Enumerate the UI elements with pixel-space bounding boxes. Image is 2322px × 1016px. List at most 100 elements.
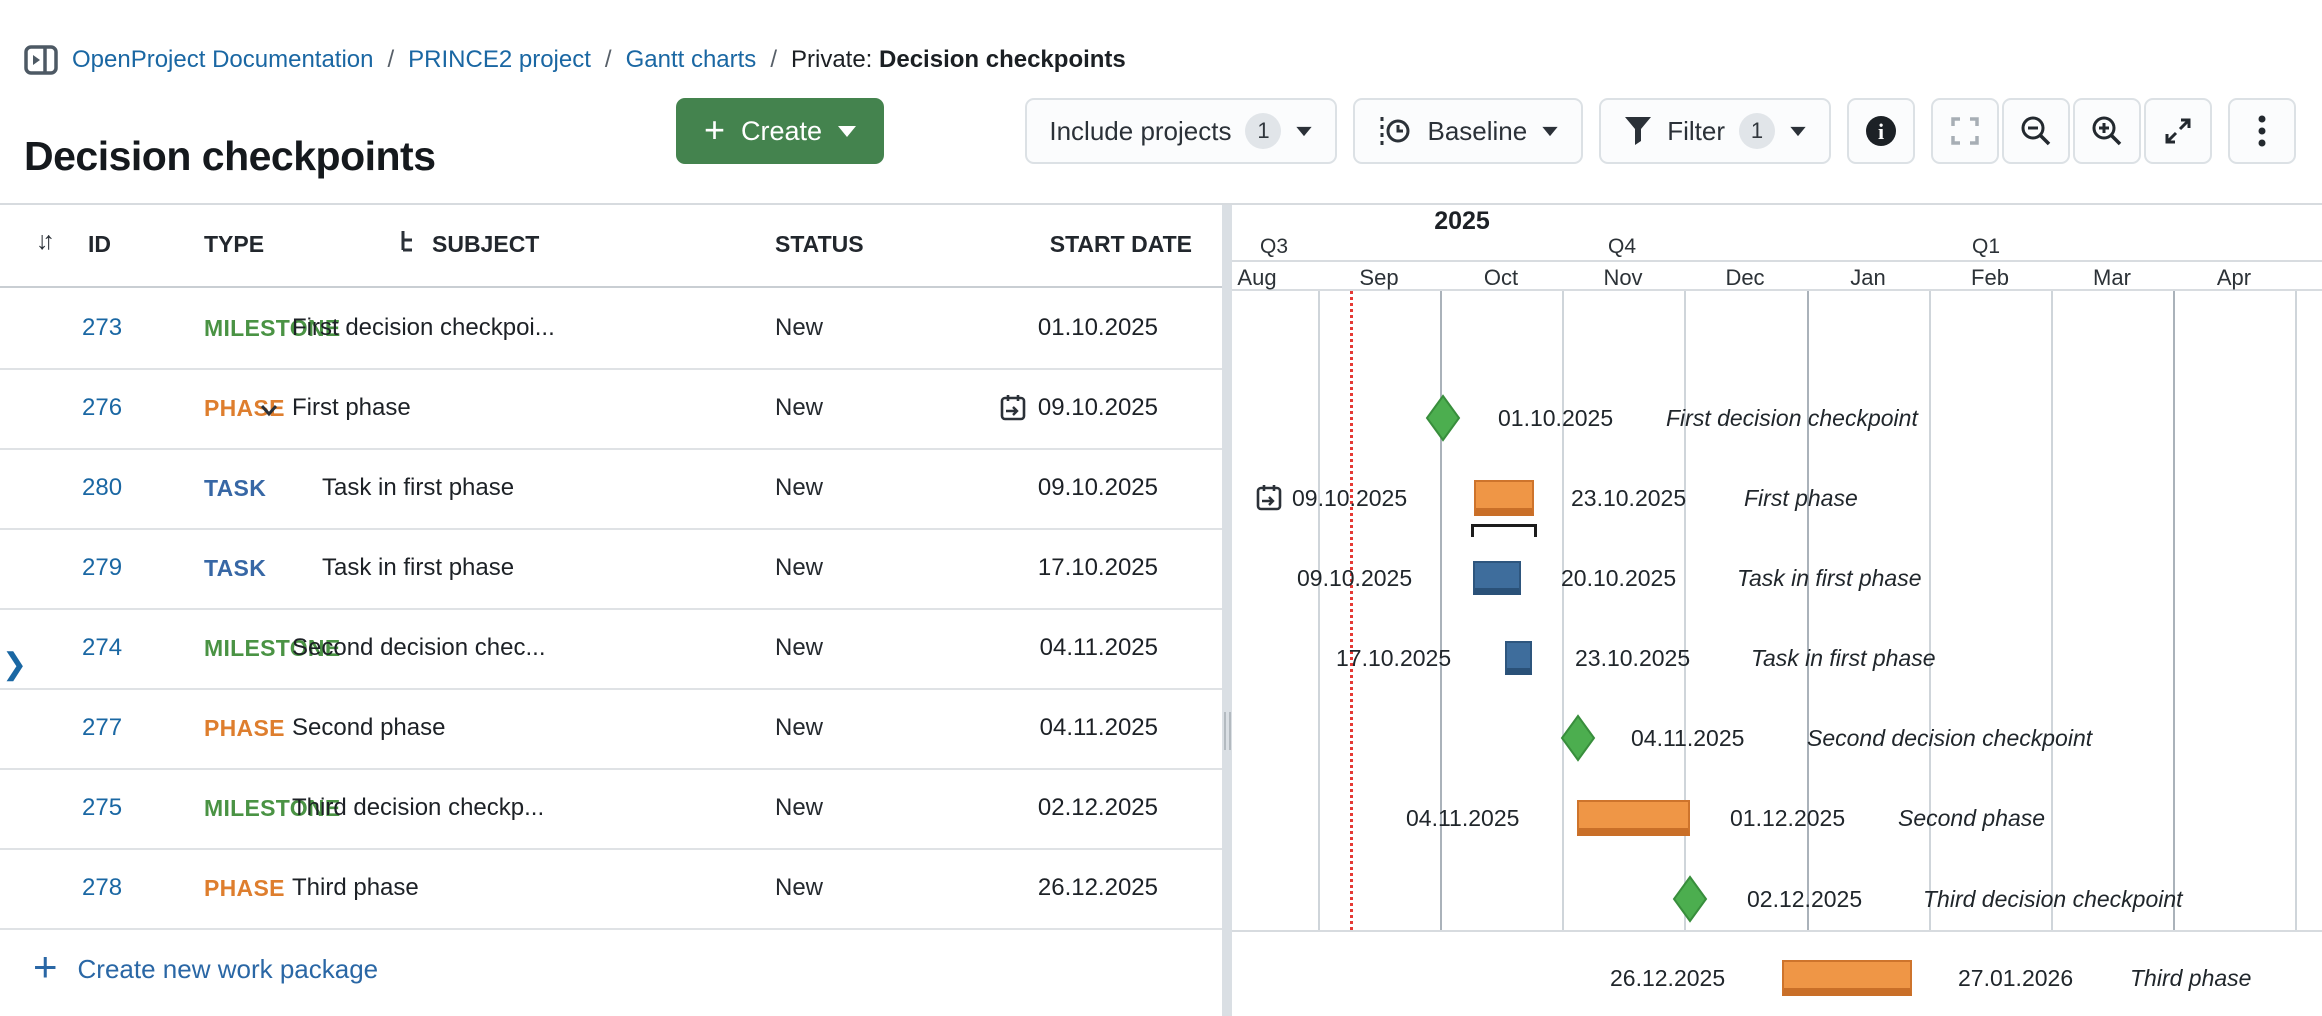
- month-label: Aug: [1237, 265, 1276, 291]
- phase-bar[interactable]: [1474, 480, 1534, 516]
- month-gridline: [1562, 291, 1564, 930]
- auto-zoom-button[interactable]: [2144, 98, 2212, 164]
- work-package-id-link[interactable]: 276: [82, 394, 122, 422]
- task-end-label: 20.10.2025: [1561, 563, 1676, 593]
- start-date-label: 04.11.2025: [1040, 714, 1158, 742]
- baseline-button[interactable]: Baseline: [1353, 98, 1583, 164]
- page-title: Decision checkpoints: [24, 133, 436, 180]
- plus-icon: +: [704, 112, 725, 148]
- chevron-down-icon: [1543, 126, 1558, 135]
- column-header-type[interactable]: TYPE: [204, 231, 264, 258]
- phase-bar[interactable]: [1577, 800, 1690, 836]
- start-date-label: 09.10.2025: [1038, 474, 1158, 502]
- more-menu-button[interactable]: [2228, 98, 2296, 164]
- table-row-273[interactable]: 273 MILESTONE First decision checkpoi...…: [0, 290, 1222, 370]
- milestone-date-label: 02.12.2025: [1747, 884, 1862, 914]
- task-bar[interactable]: [1473, 561, 1521, 595]
- sidebar-toggle-icon[interactable]: [24, 44, 58, 76]
- month-label: Nov: [1603, 265, 1642, 291]
- expand-sidebar-chevron[interactable]: ❯: [2, 650, 27, 680]
- column-header-id[interactable]: ID: [88, 231, 111, 258]
- status-label: New: [775, 314, 823, 342]
- create-new-work-package-link[interactable]: + Create new work package: [33, 950, 378, 988]
- filter-count-badge: 1: [1739, 113, 1775, 149]
- task-name-label: Task in first phase: [1751, 643, 1936, 673]
- milestone-diamond[interactable]: [1560, 714, 1596, 762]
- work-package-id-link[interactable]: 275: [82, 794, 122, 822]
- month-label: Feb: [1971, 265, 2009, 291]
- table-row-275[interactable]: 275 MILESTONE Third decision checkp... N…: [0, 770, 1222, 850]
- zoom-in-button[interactable]: [2073, 98, 2141, 164]
- zoom-out-icon: [2019, 114, 2053, 148]
- milestone-date-label: 01.10.2025: [1498, 403, 1613, 433]
- milestone-diamond[interactable]: [1425, 394, 1461, 442]
- breadcrumb-separator: /: [605, 46, 612, 74]
- svg-text:i: i: [1878, 119, 1884, 144]
- filter-button[interactable]: Filter 1: [1599, 98, 1831, 164]
- gantt-year-band: 2025: [1232, 207, 2322, 235]
- breadcrumb-separator: /: [388, 46, 395, 74]
- phase-end-label: 01.12.2025: [1730, 803, 1845, 833]
- gantt-body: 01.10.2025 First decision checkpoint 09.…: [1232, 291, 2322, 932]
- table-row-277[interactable]: 277 PHASE Second phase New 04.11.2025: [0, 690, 1222, 770]
- work-package-id-link[interactable]: 277: [82, 714, 122, 742]
- month-gridline: [2051, 291, 2053, 930]
- start-date-label: 09.10.2025: [1000, 394, 1158, 422]
- breadcrumb-link-project[interactable]: PRINCE2 project: [408, 46, 591, 74]
- hierarchy-icon[interactable]: [398, 229, 420, 260]
- today-line: [1350, 291, 1353, 930]
- table-row-278[interactable]: 278 PHASE Third phase New 26.12.2025: [0, 850, 1222, 930]
- phase-bar[interactable]: [1782, 960, 1912, 996]
- splitter-drag-handle[interactable]: [1224, 712, 1231, 750]
- table-gantt-splitter[interactable]: [1222, 205, 1232, 1016]
- status-label: New: [775, 874, 823, 902]
- table-row-280[interactable]: 280 TASK Task in first phase New 09.10.2…: [0, 450, 1222, 530]
- type-label: TASK: [204, 475, 266, 502]
- work-package-id-link[interactable]: 273: [82, 314, 122, 342]
- milestone-name-label: First decision checkpoint: [1666, 403, 1918, 433]
- zoom-out-button[interactable]: [2002, 98, 2070, 164]
- phase-name-label: Second phase: [1898, 803, 2045, 833]
- column-header-status[interactable]: STATUS: [775, 231, 864, 258]
- start-date-label: 26.12.2025: [1038, 874, 1158, 902]
- task-bar[interactable]: [1505, 641, 1532, 675]
- month-label: Sep: [1359, 265, 1398, 291]
- work-package-id-link[interactable]: 278: [82, 874, 122, 902]
- expand-icon: [2161, 114, 2195, 148]
- table-row-276[interactable]: 276 PHASE First phase New 09.10.2025: [0, 370, 1222, 450]
- table-row-279[interactable]: 279 TASK Task in first phase New 17.10.2…: [0, 530, 1222, 610]
- column-header-start-date[interactable]: START DATE: [1050, 231, 1192, 258]
- work-package-id-link[interactable]: 274: [82, 634, 122, 662]
- fullscreen-button[interactable]: [1931, 98, 1999, 164]
- breadcrumb-link-documentation[interactable]: OpenProject Documentation: [72, 46, 374, 74]
- collapse-chevron-icon[interactable]: [256, 398, 282, 427]
- subject-label: Third decision checkp...: [292, 794, 544, 822]
- column-header-subject[interactable]: SUBJECT: [432, 231, 539, 258]
- phase-start-label: 04.11.2025: [1406, 803, 1519, 833]
- zoom-controls: [1931, 98, 2212, 164]
- status-label: New: [775, 794, 823, 822]
- start-date-label: 01.10.2025: [1038, 314, 1158, 342]
- milestone-name-label: Second decision checkpoint: [1807, 723, 2092, 753]
- type-label: PHASE: [204, 715, 285, 742]
- phase-end-label: 27.01.2026: [1958, 963, 2073, 993]
- subject-label: Task in first phase: [322, 554, 514, 582]
- subject-label: Second phase: [292, 714, 445, 742]
- phase-name-label: Third phase: [2130, 963, 2251, 993]
- include-projects-button[interactable]: Include projects 1: [1025, 98, 1337, 164]
- sort-icon[interactable]: ↓↑: [36, 227, 49, 256]
- work-package-id-link[interactable]: 279: [82, 554, 122, 582]
- chevron-down-icon: [838, 126, 856, 137]
- start-date-label: 04.11.2025: [1040, 634, 1158, 662]
- milestone-diamond[interactable]: [1672, 875, 1708, 923]
- task-end-label: 23.10.2025: [1575, 643, 1690, 673]
- subject-label: Third phase: [292, 874, 419, 902]
- create-button[interactable]: + Create: [676, 98, 884, 164]
- table-row-274[interactable]: 274 MILESTONE Second decision chec... Ne…: [0, 610, 1222, 690]
- work-package-id-link[interactable]: 280: [82, 474, 122, 502]
- status-label: New: [775, 554, 823, 582]
- info-button[interactable]: i: [1847, 98, 1915, 164]
- breadcrumb-link-gantt-charts[interactable]: Gantt charts: [626, 46, 757, 74]
- gantt-quarter-band: Q3 Q4 Q1: [1232, 235, 2322, 262]
- quarter-label: Q1: [1972, 235, 2000, 259]
